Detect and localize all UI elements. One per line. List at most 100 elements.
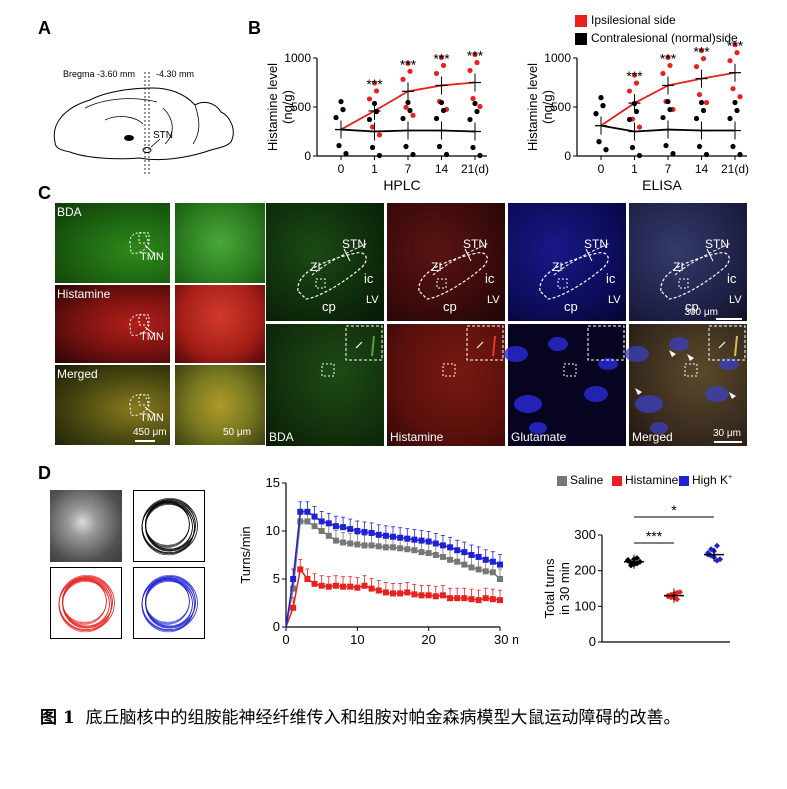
histamine-label: Histamine bbox=[57, 287, 111, 301]
data-point bbox=[340, 524, 347, 531]
data-point bbox=[633, 80, 640, 86]
stn-pointer bbox=[585, 248, 593, 262]
data-point bbox=[400, 115, 406, 122]
data-point bbox=[373, 88, 380, 94]
data-point bbox=[325, 532, 332, 539]
x-tick-label: 0 bbox=[282, 632, 289, 647]
stn-label: STN bbox=[342, 237, 366, 251]
y-axis-label-line: Histamine level bbox=[525, 63, 540, 151]
y-tick-label: 5 bbox=[273, 571, 280, 586]
zi-outline bbox=[432, 242, 490, 276]
lv-label: LV bbox=[608, 294, 621, 306]
zi-label: ZI bbox=[673, 260, 684, 274]
data-point bbox=[734, 50, 740, 56]
data-point bbox=[714, 542, 720, 549]
data-point bbox=[354, 584, 361, 591]
data-point bbox=[474, 59, 480, 66]
data-point bbox=[703, 151, 710, 158]
data-point bbox=[438, 99, 445, 106]
data-point bbox=[700, 107, 707, 114]
inset-box bbox=[345, 325, 383, 361]
data-point bbox=[470, 95, 476, 102]
data-point bbox=[443, 151, 450, 158]
data-point bbox=[361, 528, 368, 535]
y-tick-label: 500 bbox=[291, 100, 311, 114]
turns-chart: 0 5 10 15 0 10 20 30 min Turns/min bbox=[238, 475, 518, 647]
stn-label: STN bbox=[705, 237, 729, 251]
stn-pointer bbox=[706, 248, 714, 262]
data-point bbox=[369, 124, 376, 130]
zi-outline bbox=[674, 242, 732, 276]
fiber bbox=[371, 335, 375, 357]
glutamate-cell bbox=[504, 346, 528, 362]
data-point bbox=[663, 142, 669, 149]
significance-label: *** bbox=[366, 76, 383, 92]
stn-outline bbox=[660, 252, 730, 300]
data-point bbox=[418, 592, 425, 599]
data-point bbox=[375, 531, 382, 538]
data-point bbox=[477, 152, 483, 159]
ic-label: ic bbox=[485, 271, 495, 286]
legend-contra: Contralesional (normal)side bbox=[591, 31, 738, 45]
data-point bbox=[700, 55, 707, 62]
data-point bbox=[447, 544, 454, 551]
data-point bbox=[333, 114, 339, 121]
data-point bbox=[390, 590, 396, 597]
data-point bbox=[674, 589, 680, 596]
roi-box bbox=[563, 363, 577, 377]
data-point bbox=[332, 582, 339, 589]
ic-label: ic bbox=[364, 271, 374, 286]
data-point bbox=[290, 576, 297, 582]
data-point bbox=[318, 528, 325, 534]
zi-outline bbox=[311, 242, 369, 276]
data-point bbox=[325, 583, 332, 590]
data-point bbox=[375, 543, 382, 550]
tmn-label: TMN bbox=[140, 412, 164, 424]
data-point bbox=[461, 549, 468, 556]
data-point bbox=[727, 115, 733, 122]
data-point bbox=[489, 596, 496, 603]
data-point bbox=[290, 604, 297, 611]
data-point bbox=[497, 597, 503, 604]
roi-box bbox=[436, 278, 447, 289]
data-point bbox=[593, 111, 599, 117]
data-point bbox=[454, 595, 461, 602]
y-tick-label: 0 bbox=[589, 634, 596, 649]
data-point bbox=[425, 592, 432, 599]
data-point bbox=[382, 532, 389, 539]
roi-box bbox=[442, 363, 456, 377]
data-point bbox=[447, 595, 454, 602]
data-point bbox=[404, 589, 411, 596]
data-point bbox=[634, 555, 640, 562]
x-tick-label: 7 bbox=[665, 162, 672, 176]
y-tick-label: 1000 bbox=[284, 51, 311, 65]
y-tick-label: 0 bbox=[304, 149, 311, 163]
data-point bbox=[439, 542, 446, 549]
legend-swatch-ipsi bbox=[575, 15, 587, 27]
data-point bbox=[400, 76, 406, 82]
data-point bbox=[425, 550, 432, 557]
data-point bbox=[631, 72, 638, 78]
data-point bbox=[468, 552, 475, 558]
legend-ipsi: Ipsilesional side bbox=[591, 13, 676, 27]
cell-bda: BDA bbox=[266, 324, 384, 446]
merged-cell bbox=[719, 358, 739, 370]
merged-cell bbox=[625, 346, 649, 362]
cell-histamine: Histamine bbox=[387, 324, 505, 446]
lv-label: LV bbox=[366, 294, 379, 306]
data-point bbox=[432, 552, 439, 558]
glutamate-cell bbox=[548, 337, 568, 351]
bda-label: BDA bbox=[269, 430, 294, 444]
x-tick-label: 14 bbox=[435, 162, 449, 176]
merged-cell bbox=[635, 395, 663, 413]
tmn-label: TMN bbox=[140, 331, 164, 343]
data-point bbox=[403, 104, 409, 110]
data-point bbox=[482, 595, 489, 602]
data-point bbox=[737, 94, 743, 100]
tmn-label: TMN bbox=[140, 251, 164, 263]
roi-box bbox=[321, 363, 335, 377]
cp-label: cp bbox=[685, 299, 699, 314]
x-tick-label: 10 bbox=[350, 632, 364, 647]
y-tick-label: 100 bbox=[574, 598, 596, 613]
arrow bbox=[476, 341, 484, 349]
